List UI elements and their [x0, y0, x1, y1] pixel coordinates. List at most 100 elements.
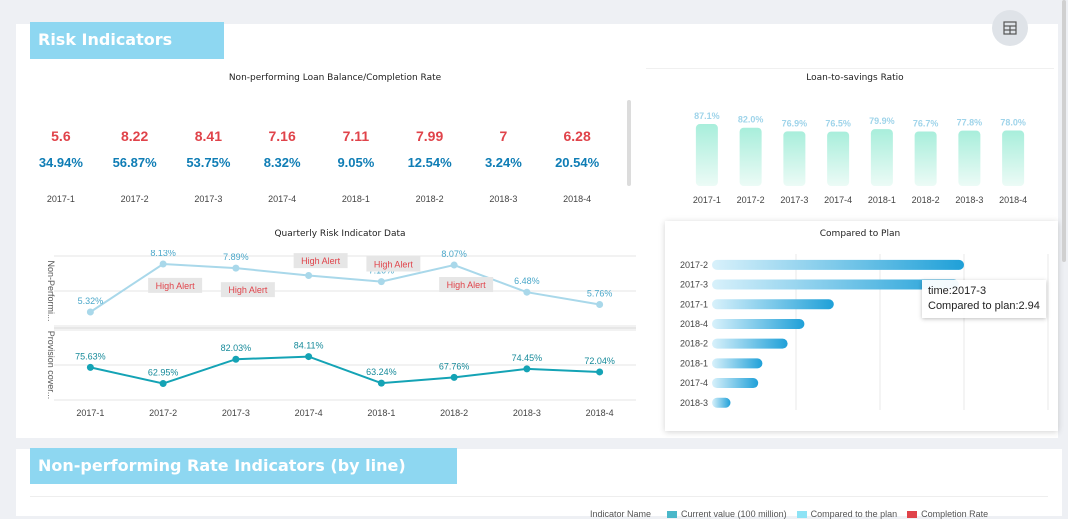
ltsr-tick-label: 2017-3	[780, 195, 808, 205]
legend-swatch-completion	[907, 510, 918, 518]
ltsr-data-label: 87.1%	[694, 111, 720, 121]
series-data-label: 72.04%	[584, 356, 615, 366]
quarterly-line-chart: Non-Performi... Provision cover... 5.32% 8.…	[46, 250, 636, 418]
npl-balance-value: 7.11	[342, 128, 370, 144]
legend-label-plan[interactable]: Compared to the plan	[810, 509, 898, 519]
series-data-label: 62.95%	[148, 368, 179, 378]
high-alert-text: High Alert	[301, 256, 341, 266]
ltsr-data-label: 77.8%	[957, 118, 983, 128]
plan-bar[interactable]	[712, 397, 731, 408]
plan-bar[interactable]	[712, 279, 959, 290]
series-data-label: 63.24%	[366, 367, 397, 377]
series-point[interactable]	[232, 355, 240, 363]
high-alert-text: High Alert	[447, 280, 487, 290]
series-point[interactable]	[377, 379, 385, 387]
ltsr-bar[interactable]	[914, 131, 937, 186]
series-point[interactable]	[377, 278, 385, 286]
category-label: 2018-1	[680, 358, 708, 368]
tooltip-value: Compared to plan:2.94	[928, 300, 1040, 312]
ltsr-bar[interactable]	[695, 124, 718, 186]
compared-to-plan-chart: 2017-2 2017-3 2017-1 2018-4 2018-2 2018-1 2017…	[680, 254, 1049, 410]
series-point[interactable]	[86, 308, 94, 316]
series-point[interactable]	[596, 368, 604, 376]
series-data-label: 5.76%	[587, 288, 613, 298]
npl-completion-rate: 8.32%	[263, 155, 301, 170]
compared-to-plan-title: Compared to Plan	[819, 229, 901, 239]
npl-completion-rate: 12.54%	[407, 155, 452, 170]
series-data-label: 75.63%	[75, 351, 106, 361]
series-point[interactable]	[450, 261, 458, 269]
plan-bar[interactable]	[712, 299, 834, 310]
ltsr-bar[interactable]	[1002, 130, 1025, 186]
ltsr-tick-label: 2018-4	[999, 195, 1027, 205]
high-alert-badge	[220, 282, 275, 298]
legend-label-current[interactable]: Current value (100 million)	[681, 509, 787, 519]
tiles-scrollbar[interactable]	[627, 100, 631, 186]
tooltip-time: time:2017-3	[928, 285, 987, 297]
npl-period-label: 2018-2	[415, 194, 444, 204]
plan-bar[interactable]	[712, 338, 788, 349]
series-point[interactable]	[450, 373, 458, 381]
npl-completion-rate: 56.87%	[112, 155, 157, 170]
series-point[interactable]	[305, 353, 313, 361]
plan-bar[interactable]	[712, 259, 964, 270]
ltsr-chart: 87.1% 2017-1 82.0% 2017-2 76.9% 2017-3 76.5% 20…	[693, 111, 1027, 205]
x-tick-label: 2018-4	[586, 408, 614, 418]
category-label: 2018-4	[680, 319, 708, 329]
plan-bar[interactable]	[712, 358, 763, 369]
legend-label-completion[interactable]: Completion Rate	[921, 509, 989, 519]
npl-period-label: 2017-3	[194, 194, 223, 204]
series-point[interactable]	[523, 288, 531, 296]
chart-tooltip: time:2017-3 Compared to plan:2.94	[922, 280, 1046, 318]
series-axis-label: Non-Performi...	[46, 260, 56, 321]
npl-balance-value: 8.22	[121, 128, 149, 144]
series-point[interactable]	[305, 271, 313, 279]
ltsr-data-label: 78.0%	[1000, 118, 1026, 128]
series-point[interactable]	[596, 300, 604, 308]
npl-balance-value: 7.99	[416, 128, 444, 144]
series-data-label: 5.32%	[78, 296, 104, 306]
layout-toggle-button[interactable]	[992, 10, 1028, 46]
page-scrollbar[interactable]	[1062, 0, 1066, 262]
series-point[interactable]	[159, 260, 167, 268]
npl-period-label: 2018-4	[563, 194, 592, 204]
ltsr-data-label: 82.0%	[738, 115, 764, 125]
npl-completion-rate: 53.75%	[186, 155, 231, 170]
series-data-label: 67.76%	[439, 361, 470, 371]
npl-balance-value: 7.16	[268, 128, 296, 144]
series-data-label: 74.45%	[512, 353, 543, 363]
x-tick-label: 2018-1	[367, 408, 395, 418]
high-alert-text: High Alert	[374, 260, 414, 270]
npl-balance-value: 8.41	[194, 128, 222, 144]
ltsr-bar[interactable]	[870, 129, 893, 186]
category-label: 2018-3	[680, 398, 708, 408]
series-line	[89, 263, 600, 313]
legend-swatch-current	[667, 510, 678, 518]
series-point[interactable]	[86, 363, 94, 371]
series-point[interactable]	[159, 380, 167, 388]
ltsr-data-label: 79.9%	[869, 116, 895, 126]
ltsr-bar[interactable]	[783, 131, 806, 186]
series-line	[90, 355, 600, 385]
series-data-label: 84.11%	[294, 341, 324, 351]
high-alert-badge	[148, 277, 203, 293]
npl-balance-value: 5.6	[51, 128, 71, 144]
series-data-label: 7.89%	[223, 252, 249, 262]
ltsr-bar[interactable]	[739, 127, 762, 186]
x-tick-label: 2018-2	[440, 408, 468, 418]
series-point[interactable]	[523, 365, 531, 373]
category-label: 2017-2	[680, 260, 708, 270]
npl-tiles: 5.6 34.94% 2017-1 8.22 56.87% 2017-2 8.41 53.75…	[24, 120, 614, 210]
ltsr-chart-title: Loan-to-savings Ratio	[806, 73, 904, 83]
section-title-risk-indicators: Risk Indicators	[30, 22, 224, 59]
series-point[interactable]	[232, 264, 240, 272]
ltsr-tick-label: 2018-1	[868, 195, 896, 205]
series-data-label: 8.07%	[441, 250, 467, 259]
x-tick-label: 2018-3	[513, 408, 541, 418]
series-axis-label: Provision cover...	[46, 331, 56, 400]
ltsr-bar[interactable]	[958, 130, 981, 186]
category-label: 2017-1	[680, 299, 708, 309]
plan-bar[interactable]	[712, 378, 759, 389]
ltsr-bar[interactable]	[827, 131, 850, 186]
plan-bar[interactable]	[712, 318, 805, 329]
